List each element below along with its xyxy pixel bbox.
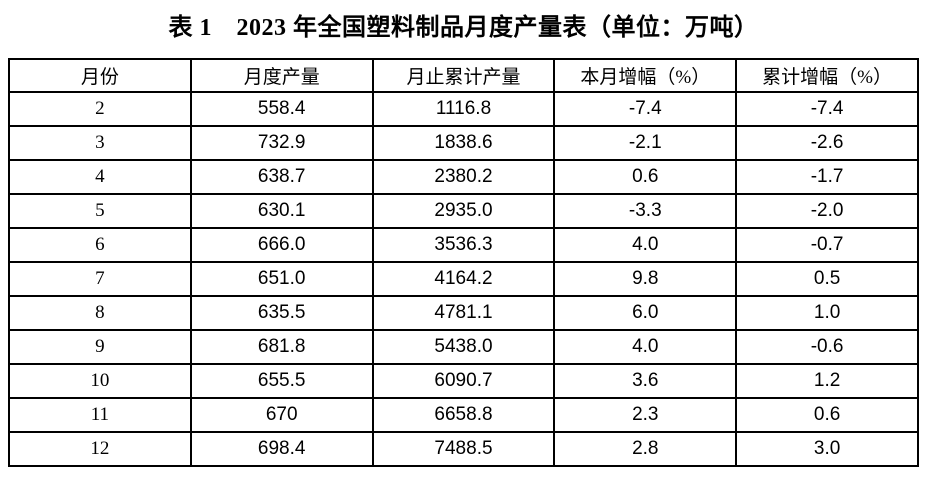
month-cell: 7 — [8, 261, 192, 298]
month-cell: 4 — [8, 159, 192, 196]
month-cell: 8 — [8, 295, 192, 332]
value-cell: 732.9 — [189, 125, 374, 162]
month-cell: 9 — [8, 329, 192, 366]
table-header: 月份 月度产量 月止累计产量 本月增幅（%） 累计增幅（%） — [8, 58, 919, 94]
table-title: 表 1 2023 年全国塑料制品月度产量表（单位：万吨） — [168, 15, 759, 41]
table-row: 7 651.0 4164.2 9.8 0.5 — [8, 261, 919, 298]
table-row: 5 630.1 2935.0 -3.3 -2.0 — [8, 193, 919, 230]
value-cell: -1.7 — [735, 159, 919, 196]
value-cell: -3.3 — [553, 193, 738, 230]
column-header: 累计增幅（%） — [735, 58, 919, 94]
month-cell: 6 — [8, 227, 192, 264]
value-cell: 635.5 — [189, 295, 374, 332]
column-header: 月度产量 — [189, 58, 374, 94]
value-cell: 651.0 — [189, 261, 374, 298]
table-header-row: 月份 月度产量 月止累计产量 本月增幅（%） 累计增幅（%） — [8, 58, 919, 94]
table-body: 2 558.4 1116.8 -7.4 -7.4 3 732.9 1838.6 -2.1 -2.6… — [8, 91, 919, 468]
value-cell: 9.8 — [553, 261, 738, 298]
column-header: 月止累计产量 — [371, 58, 556, 94]
column-header: 本月增幅（%） — [553, 58, 738, 94]
value-cell: 6090.7 — [371, 363, 556, 400]
table-row: 3 732.9 1838.6 -2.1 -2.6 — [8, 125, 919, 162]
table-row: 6 666.0 3536.3 4.0 -0.7 — [8, 227, 919, 264]
value-cell: -2.1 — [553, 125, 738, 162]
table-row: 9 681.8 5438.0 4.0 -0.6 — [8, 329, 919, 366]
production-table: 月份 月度产量 月止累计产量 本月增幅（%） 累计增幅（%） 2 558.4 1116.8-… — [8, 58, 919, 468]
value-cell: -0.7 — [735, 227, 919, 264]
value-cell: -2.6 — [735, 125, 919, 162]
value-cell: 558.4 — [189, 91, 374, 128]
table-row: 4 638.7 2380.2 0.6 -1.7 — [8, 159, 919, 196]
value-cell: 3536.3 — [371, 227, 556, 264]
month-cell: 2 — [8, 91, 192, 128]
value-cell: 2935.0 — [371, 193, 556, 230]
value-cell: 6.0 — [553, 295, 738, 332]
table-row: 2 558.4 1116.8 -7.4 -7.4 — [8, 91, 919, 128]
month-cell: 3 — [8, 125, 192, 162]
value-cell: -0.6 — [735, 329, 919, 366]
value-cell: 2.3 — [553, 397, 738, 434]
value-cell: 698.4 — [189, 431, 374, 468]
value-cell: 0.6 — [735, 397, 919, 434]
table-row: 10 655.5 6090.7 3.6 1.2 — [8, 363, 919, 400]
value-cell: 4781.1 — [371, 295, 556, 332]
table-row: 12 698.4 7488.5 2.8 3.0 — [8, 431, 919, 468]
value-cell: 1116.8 — [371, 91, 556, 128]
value-cell: 0.6 — [553, 159, 738, 196]
value-cell: 1.2 — [735, 363, 919, 400]
value-cell: 4.0 — [553, 227, 738, 264]
value-cell: 1.0 — [735, 295, 919, 332]
value-cell: -7.4 — [553, 91, 738, 128]
value-cell: 638.7 — [189, 159, 374, 196]
value-cell: 7488.5 — [371, 431, 556, 468]
month-cell: 10 — [8, 363, 192, 400]
table-row: 8 635.5 4781.1 6.0 1.0 — [8, 295, 919, 332]
value-cell: 2.8 — [553, 431, 738, 468]
value-cell: 681.8 — [189, 329, 374, 366]
table-row: 11 670 6658.8 2.3 0.6 — [8, 397, 919, 434]
value-cell: 2380.2 — [371, 159, 556, 196]
value-cell: 6658.8 — [371, 397, 556, 434]
column-header: 月份 — [8, 58, 192, 94]
value-cell: 5438.0 — [371, 329, 556, 366]
value-cell: 666.0 — [189, 227, 374, 264]
value-cell: 655.5 — [189, 363, 374, 400]
value-cell: 1838.6 — [371, 125, 556, 162]
month-cell: 11 — [8, 397, 192, 434]
value-cell: 4164.2 — [371, 261, 556, 298]
value-cell: 670 — [189, 397, 374, 434]
value-cell: 630.1 — [189, 193, 374, 230]
value-cell: 4.0 — [553, 329, 738, 366]
value-cell: 0.5 — [735, 261, 919, 298]
value-cell: 3.0 — [735, 431, 919, 468]
value-cell: -7.4 — [735, 91, 919, 128]
month-cell: 5 — [8, 193, 192, 230]
value-cell: -2.0 — [735, 193, 919, 230]
month-cell: 12 — [8, 431, 192, 468]
value-cell: 3.6 — [553, 363, 738, 400]
